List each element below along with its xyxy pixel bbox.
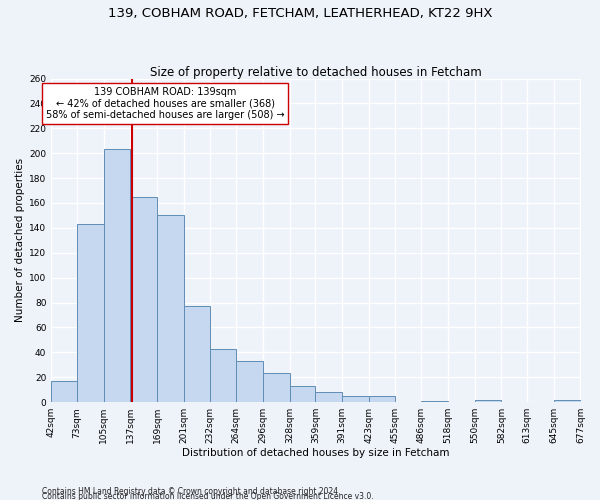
Bar [316,392,342,402]
Y-axis label: Number of detached properties: Number of detached properties [15,158,25,322]
Text: 139, COBHAM ROAD, FETCHAM, LEATHERHEAD, KT22 9HX: 139, COBHAM ROAD, FETCHAM, LEATHERHEAD, … [108,8,492,20]
Bar [290,386,316,402]
Bar [51,381,77,402]
Text: Contains public sector information licensed under the Open Government Licence v3: Contains public sector information licen… [42,492,374,500]
Bar [263,374,290,402]
Title: Size of property relative to detached houses in Fetcham: Size of property relative to detached ho… [150,66,482,78]
Text: 139 COBHAM ROAD: 139sqm
← 42% of detached houses are smaller (368)
58% of semi-d: 139 COBHAM ROAD: 139sqm ← 42% of detache… [46,86,284,120]
Bar [236,361,263,402]
Bar [554,400,581,402]
Bar [369,396,395,402]
Bar [104,150,130,402]
Bar [342,396,369,402]
Text: Contains HM Land Registry data © Crown copyright and database right 2024.: Contains HM Land Registry data © Crown c… [42,486,341,496]
Bar [421,401,448,402]
Bar [130,196,157,402]
Bar [77,224,104,402]
Bar [157,216,184,402]
Bar [209,348,236,402]
X-axis label: Distribution of detached houses by size in Fetcham: Distribution of detached houses by size … [182,448,449,458]
Bar [475,400,502,402]
Bar [184,306,209,402]
